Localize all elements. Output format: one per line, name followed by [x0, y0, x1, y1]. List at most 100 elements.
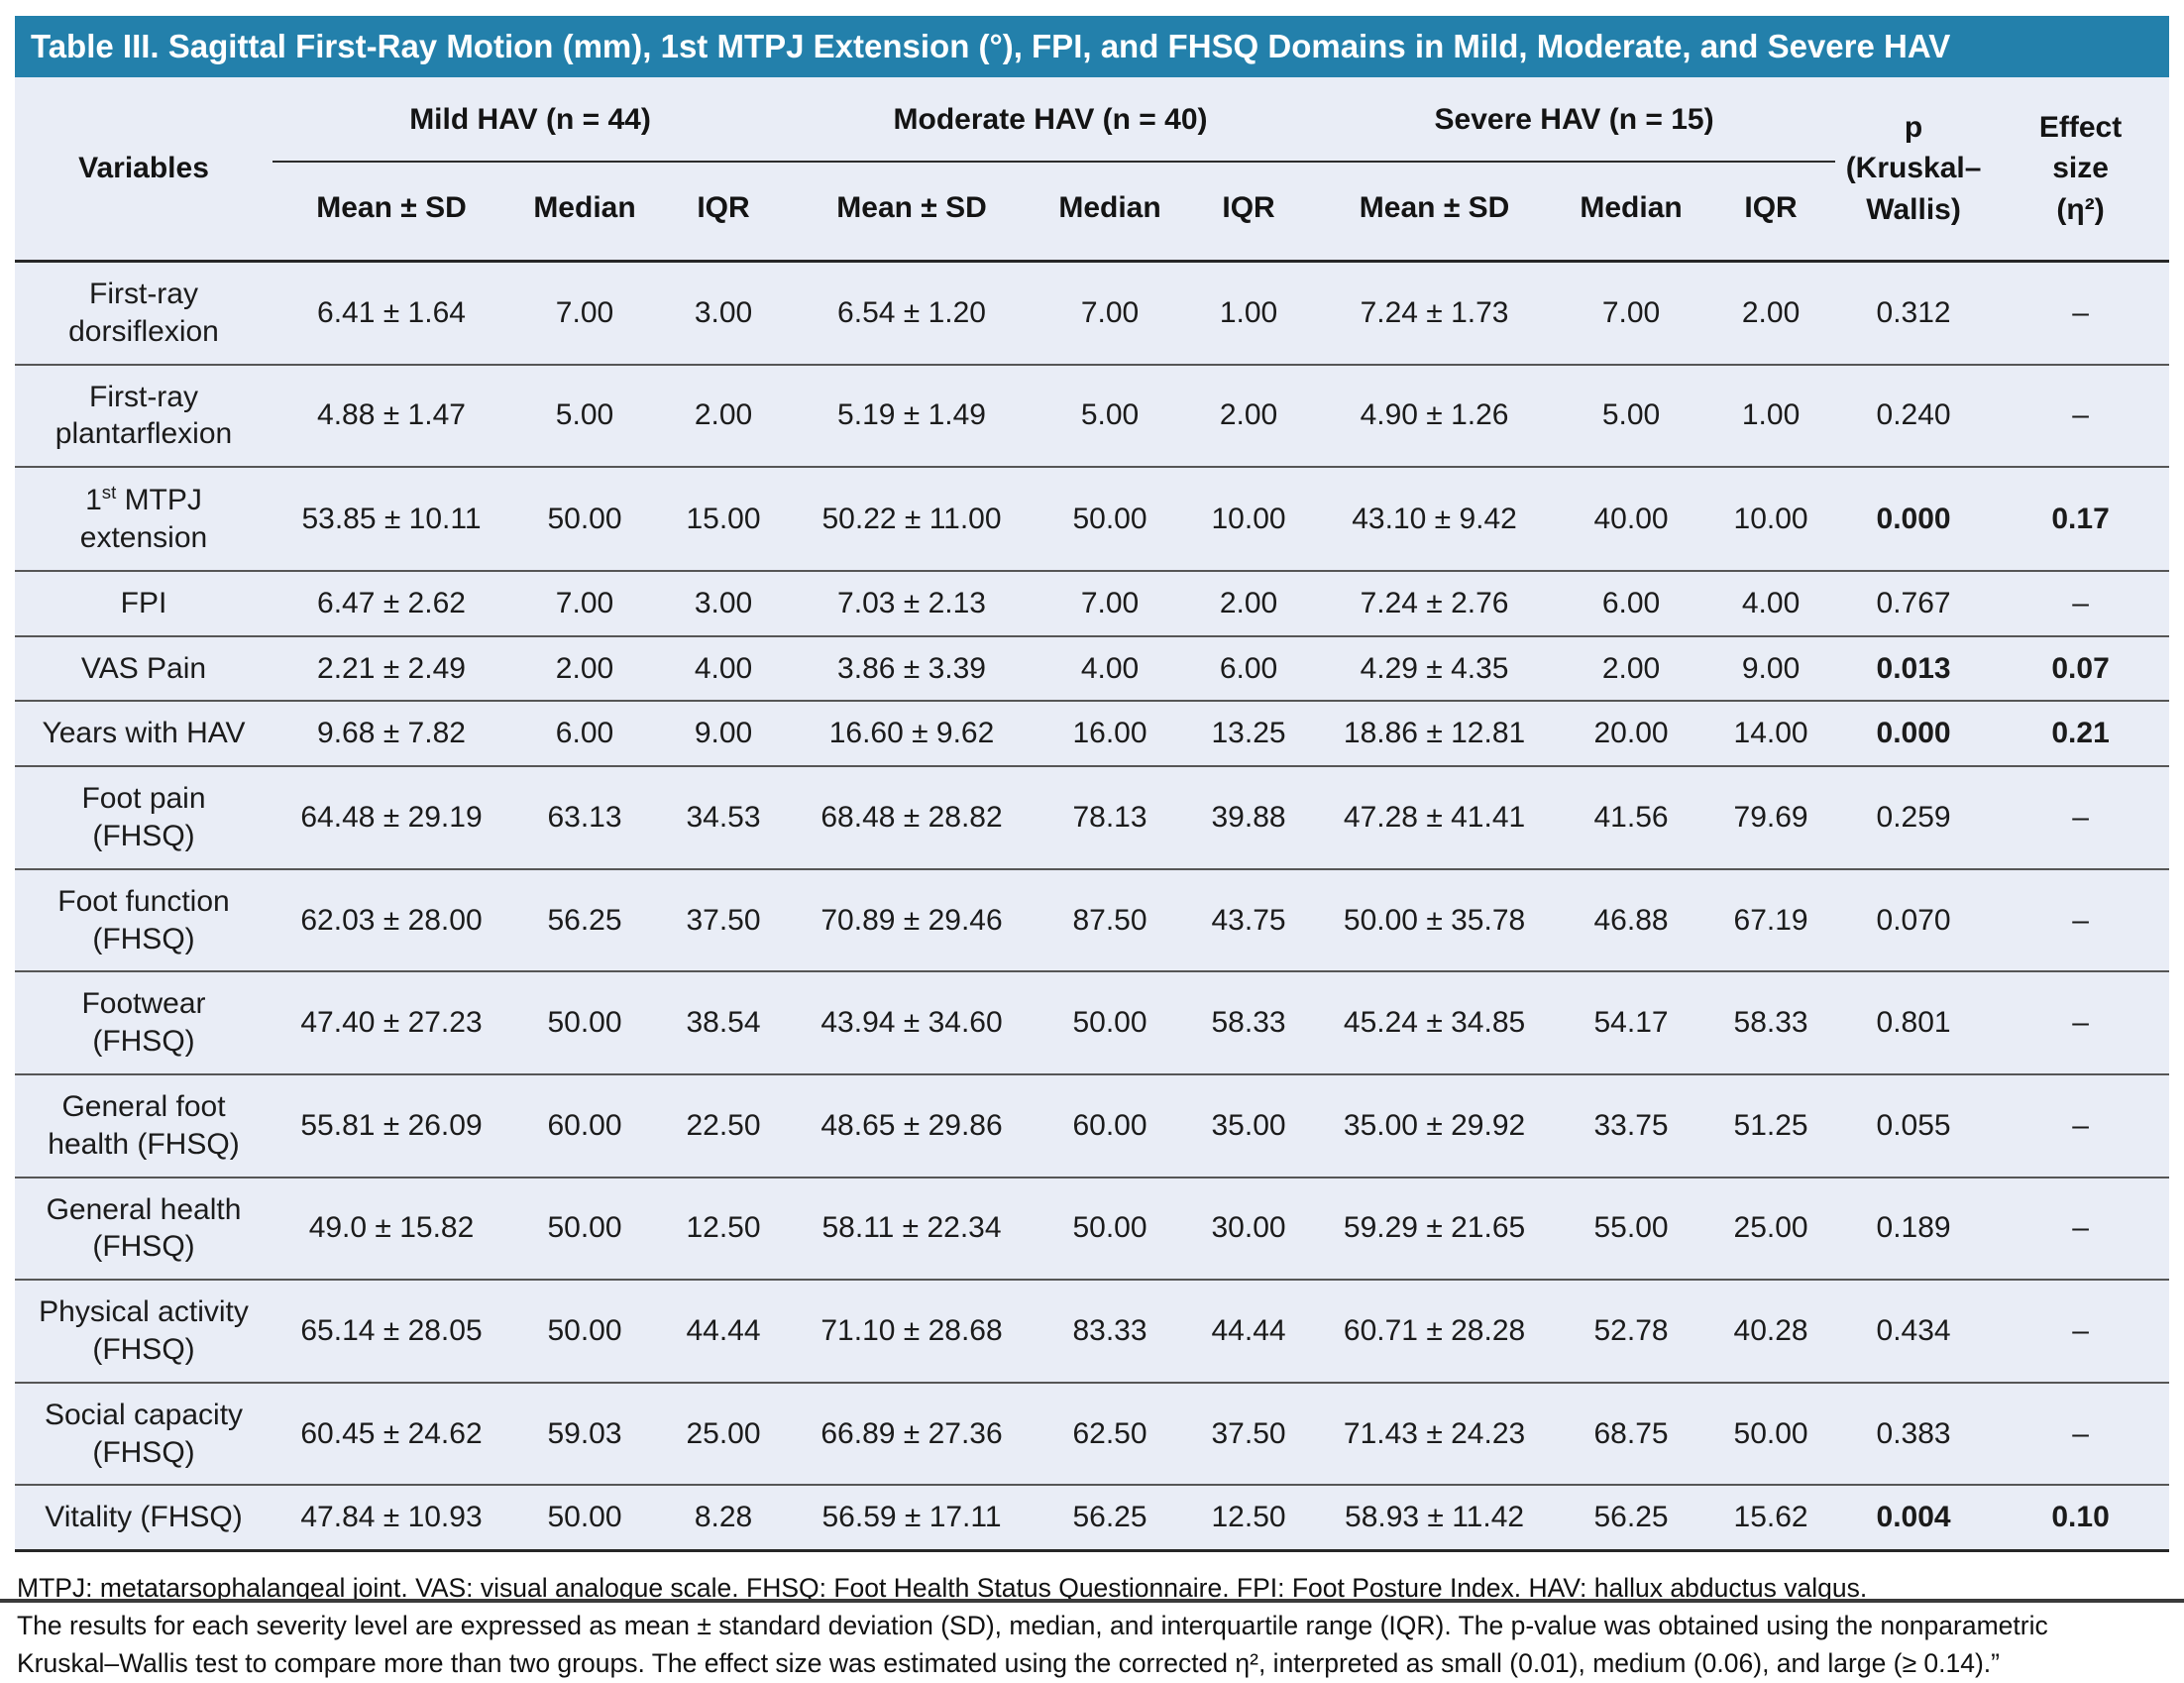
sub-header-iqr: IQR: [659, 162, 789, 263]
iqr-cell: 4.00: [1706, 570, 1836, 637]
variable-cell: General foot health (FHSQ): [15, 1073, 273, 1178]
iqr-cell: 51.25: [1706, 1073, 1836, 1178]
mean-sd-cell: 2.21 ± 2.49: [273, 635, 510, 703]
table-row: First-ray dorsiflexion 6.41 ± 1.64 7.00 3.0…: [15, 261, 2170, 366]
mean-sd-cell: 7.03 ± 2.13: [788, 570, 1037, 637]
iqr-cell: 25.00: [1706, 1177, 1836, 1282]
median-cell: 83.33: [1036, 1280, 1185, 1384]
mean-sd-cell: 58.11 ± 22.34: [788, 1177, 1037, 1282]
iqr-cell: 9.00: [1706, 635, 1836, 703]
p-value-cell: 0.189: [1835, 1177, 1993, 1282]
median-cell: 50.00: [510, 1485, 659, 1553]
iqr-cell: 1.00: [1184, 261, 1314, 366]
variable-cell: Footwear (FHSQ): [15, 971, 273, 1075]
iqr-cell: 37.50: [659, 868, 789, 973]
iqr-cell: 37.50: [1184, 1382, 1314, 1487]
table-body: First-ray dorsiflexion 6.41 ± 1.64 7.00 3.0…: [15, 261, 2170, 1553]
iqr-cell: 35.00: [1184, 1073, 1314, 1178]
effect-size-cell: –: [1992, 971, 2170, 1075]
mean-sd-cell: 43.94 ± 34.60: [788, 971, 1037, 1075]
iqr-cell: 39.88: [1184, 766, 1314, 870]
iqr-cell: 25.00: [659, 1382, 789, 1487]
table-row: Physical activity (FHSQ) 65.14 ± 28.05 50.…: [15, 1280, 2170, 1384]
mean-sd-cell: 6.47 ± 2.62: [273, 570, 510, 637]
table-row: FPI 6.47 ± 2.62 7.00 3.00 7.03 ± 2.13 7.00 2.0…: [15, 570, 2170, 637]
mean-sd-cell: 4.29 ± 4.35: [1313, 635, 1557, 703]
iqr-cell: 2.00: [1706, 261, 1836, 366]
mean-sd-cell: 48.65 ± 29.86: [788, 1073, 1037, 1178]
median-cell: 4.00: [1036, 635, 1185, 703]
mean-sd-cell: 7.24 ± 2.76: [1313, 570, 1557, 637]
sub-header-median: Median: [1036, 162, 1185, 263]
effect-size-column-header: Effect size (η²): [1992, 77, 2170, 263]
mean-sd-cell: 71.10 ± 28.68: [788, 1280, 1037, 1384]
median-cell: 50.00: [510, 971, 659, 1075]
bottom-rule: [0, 1599, 2184, 1603]
table-row: Footwear (FHSQ) 47.40 ± 27.23 50.00 38.54 43…: [15, 971, 2170, 1075]
mean-sd-cell: 6.54 ± 1.20: [788, 261, 1037, 366]
variable-cell: First-ray dorsiflexion: [15, 261, 273, 366]
group-header-moderate: Moderate HAV (n = 40): [788, 77, 1314, 163]
footnote-methods: The results for each severity level are …: [17, 1611, 2048, 1679]
iqr-cell: 44.44: [659, 1280, 789, 1384]
mean-sd-cell: 47.40 ± 27.23: [273, 971, 510, 1075]
median-cell: 40.00: [1556, 467, 1707, 572]
iqr-cell: 2.00: [1184, 364, 1314, 469]
median-cell: 62.50: [1036, 1382, 1185, 1487]
iqr-cell: 6.00: [1184, 635, 1314, 703]
iqr-cell: 8.28: [659, 1485, 789, 1553]
median-cell: 7.00: [1556, 261, 1707, 366]
median-cell: 56.25: [510, 868, 659, 973]
effect-size-cell: –: [1992, 1280, 2170, 1384]
median-cell: 52.78: [1556, 1280, 1707, 1384]
mean-sd-cell: 53.85 ± 10.11: [273, 467, 510, 572]
results-table: Variables Mild HAV (n = 44) Moderate HAV…: [15, 77, 2170, 1553]
mean-sd-cell: 71.43 ± 24.23: [1313, 1382, 1557, 1487]
mean-sd-cell: 5.19 ± 1.49: [788, 364, 1037, 469]
effect-size-cell: –: [1992, 364, 2170, 469]
variable-cell: Foot function (FHSQ): [15, 868, 273, 973]
iqr-cell: 13.25: [1184, 701, 1314, 768]
iqr-cell: 10.00: [1184, 467, 1314, 572]
effect-size-cell: –: [1992, 766, 2170, 870]
sub-header-median: Median: [1556, 162, 1707, 263]
iqr-cell: 1.00: [1706, 364, 1836, 469]
iqr-cell: 58.33: [1184, 971, 1314, 1075]
iqr-cell: 14.00: [1706, 701, 1836, 768]
variable-cell: Years with HAV: [15, 701, 273, 768]
p-column-header: p (Kruskal– Wallis): [1835, 77, 1993, 263]
p-value-cell: 0.055: [1835, 1073, 1993, 1178]
median-cell: 2.00: [1556, 635, 1707, 703]
table-row: Foot pain (FHSQ) 64.48 ± 29.19 63.13 34.53 6…: [15, 766, 2170, 870]
iqr-cell: 79.69: [1706, 766, 1836, 870]
median-cell: 7.00: [1036, 570, 1185, 637]
table-header: Variables Mild HAV (n = 44) Moderate HAV…: [15, 77, 2170, 263]
median-cell: 5.00: [1556, 364, 1707, 469]
iqr-cell: 15.00: [659, 467, 789, 572]
mean-sd-cell: 43.10 ± 9.42: [1313, 467, 1557, 572]
median-cell: 60.00: [1036, 1073, 1185, 1178]
effect-size-cell: 0.21: [1992, 701, 2170, 768]
variable-cell: 1st MTPJ extension: [15, 467, 273, 572]
median-cell: 56.25: [1036, 1485, 1185, 1553]
iqr-cell: 4.00: [659, 635, 789, 703]
variable-cell: Foot pain (FHSQ): [15, 766, 273, 870]
median-cell: 56.25: [1556, 1485, 1707, 1553]
sub-header-iqr: IQR: [1706, 162, 1836, 263]
variables-column-header: Variables: [15, 77, 273, 263]
median-cell: 68.75: [1556, 1382, 1707, 1487]
table-title: Table III. Sagittal First-Ray Motion (mm…: [31, 28, 1951, 64]
iqr-cell: 15.62: [1706, 1485, 1836, 1553]
median-cell: 7.00: [510, 261, 659, 366]
median-cell: 20.00: [1556, 701, 1707, 768]
sub-header-iqr: IQR: [1184, 162, 1314, 263]
group-header-row: Variables Mild HAV (n = 44) Moderate HAV…: [15, 77, 2170, 263]
p-value-cell: 0.000: [1835, 467, 1993, 572]
median-cell: 46.88: [1556, 868, 1707, 973]
mean-sd-cell: 7.24 ± 1.73: [1313, 261, 1557, 366]
table-row: General health (FHSQ) 49.0 ± 15.82 50.00 12…: [15, 1177, 2170, 1282]
median-cell: 78.13: [1036, 766, 1185, 870]
iqr-cell: 38.54: [659, 971, 789, 1075]
iqr-cell: 10.00: [1706, 467, 1836, 572]
mean-sd-cell: 3.86 ± 3.39: [788, 635, 1037, 703]
